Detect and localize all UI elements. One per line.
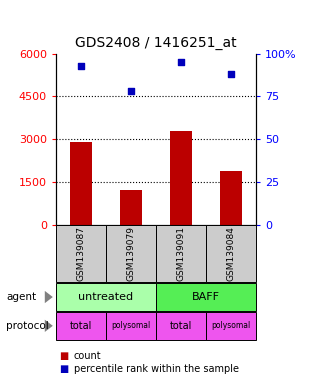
Text: untreated: untreated	[78, 292, 133, 302]
Text: GSM139091: GSM139091	[177, 226, 186, 281]
Bar	[170, 131, 192, 225]
Text: ■: ■	[59, 351, 68, 361]
Text: polysomal: polysomal	[212, 321, 251, 330]
Text: GSM139079: GSM139079	[126, 226, 135, 281]
Point	[128, 88, 133, 94]
Point	[78, 63, 84, 69]
Text: agent: agent	[6, 292, 36, 302]
Bar	[220, 170, 242, 225]
Bar	[70, 142, 92, 225]
Text: ■: ■	[59, 364, 68, 374]
Text: polysomal: polysomal	[111, 321, 151, 330]
Text: percentile rank within the sample: percentile rank within the sample	[74, 364, 239, 374]
Bar	[120, 190, 142, 225]
Point	[228, 71, 234, 77]
Point	[179, 59, 184, 65]
Text: GSM139084: GSM139084	[227, 227, 236, 281]
Text: count: count	[74, 351, 101, 361]
Text: protocol: protocol	[6, 321, 49, 331]
Text: BAFF: BAFF	[192, 292, 220, 302]
Title: GDS2408 / 1416251_at: GDS2408 / 1416251_at	[75, 36, 237, 50]
Text: total: total	[170, 321, 192, 331]
Text: GSM139087: GSM139087	[76, 226, 85, 281]
Text: total: total	[70, 321, 92, 331]
